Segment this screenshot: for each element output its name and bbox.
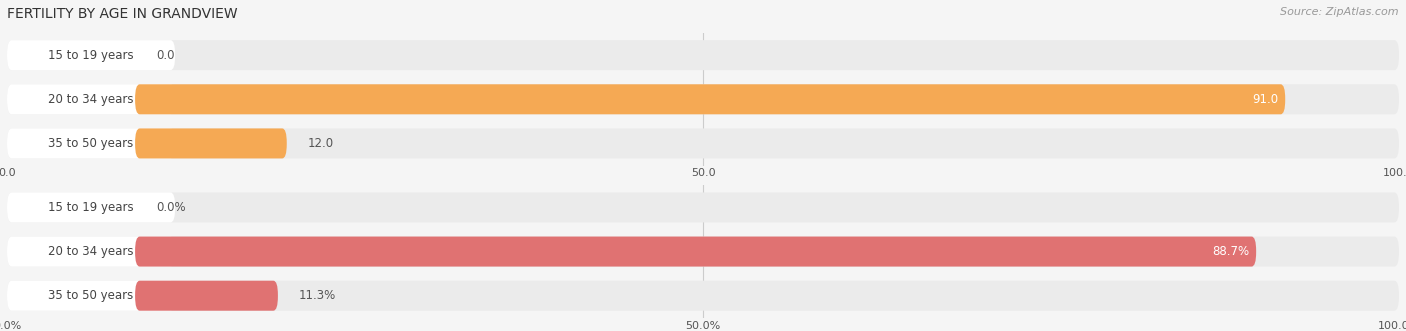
FancyBboxPatch shape <box>7 40 1399 70</box>
Text: 91.0: 91.0 <box>1253 93 1278 106</box>
FancyBboxPatch shape <box>7 84 176 114</box>
Text: 0.0%: 0.0% <box>156 201 186 214</box>
FancyBboxPatch shape <box>135 281 278 311</box>
FancyBboxPatch shape <box>7 84 1399 114</box>
Text: 20 to 34 years: 20 to 34 years <box>48 93 134 106</box>
Text: Source: ZipAtlas.com: Source: ZipAtlas.com <box>1281 7 1399 17</box>
FancyBboxPatch shape <box>7 128 1399 159</box>
FancyBboxPatch shape <box>7 40 176 70</box>
Text: 0.0: 0.0 <box>156 49 174 62</box>
FancyBboxPatch shape <box>135 128 287 159</box>
Text: 15 to 19 years: 15 to 19 years <box>48 49 134 62</box>
FancyBboxPatch shape <box>7 192 176 222</box>
FancyBboxPatch shape <box>7 128 176 159</box>
Text: 35 to 50 years: 35 to 50 years <box>48 289 134 302</box>
FancyBboxPatch shape <box>7 281 176 311</box>
Text: 35 to 50 years: 35 to 50 years <box>48 137 134 150</box>
Text: 12.0: 12.0 <box>308 137 333 150</box>
FancyBboxPatch shape <box>7 237 176 266</box>
FancyBboxPatch shape <box>135 237 1256 266</box>
FancyBboxPatch shape <box>7 192 1399 222</box>
Text: 15 to 19 years: 15 to 19 years <box>48 201 134 214</box>
Text: 88.7%: 88.7% <box>1212 245 1249 258</box>
FancyBboxPatch shape <box>7 237 1399 266</box>
Text: 11.3%: 11.3% <box>299 289 336 302</box>
FancyBboxPatch shape <box>135 84 1285 114</box>
FancyBboxPatch shape <box>7 281 1399 311</box>
Text: FERTILITY BY AGE IN GRANDVIEW: FERTILITY BY AGE IN GRANDVIEW <box>7 7 238 21</box>
Text: 20 to 34 years: 20 to 34 years <box>48 245 134 258</box>
